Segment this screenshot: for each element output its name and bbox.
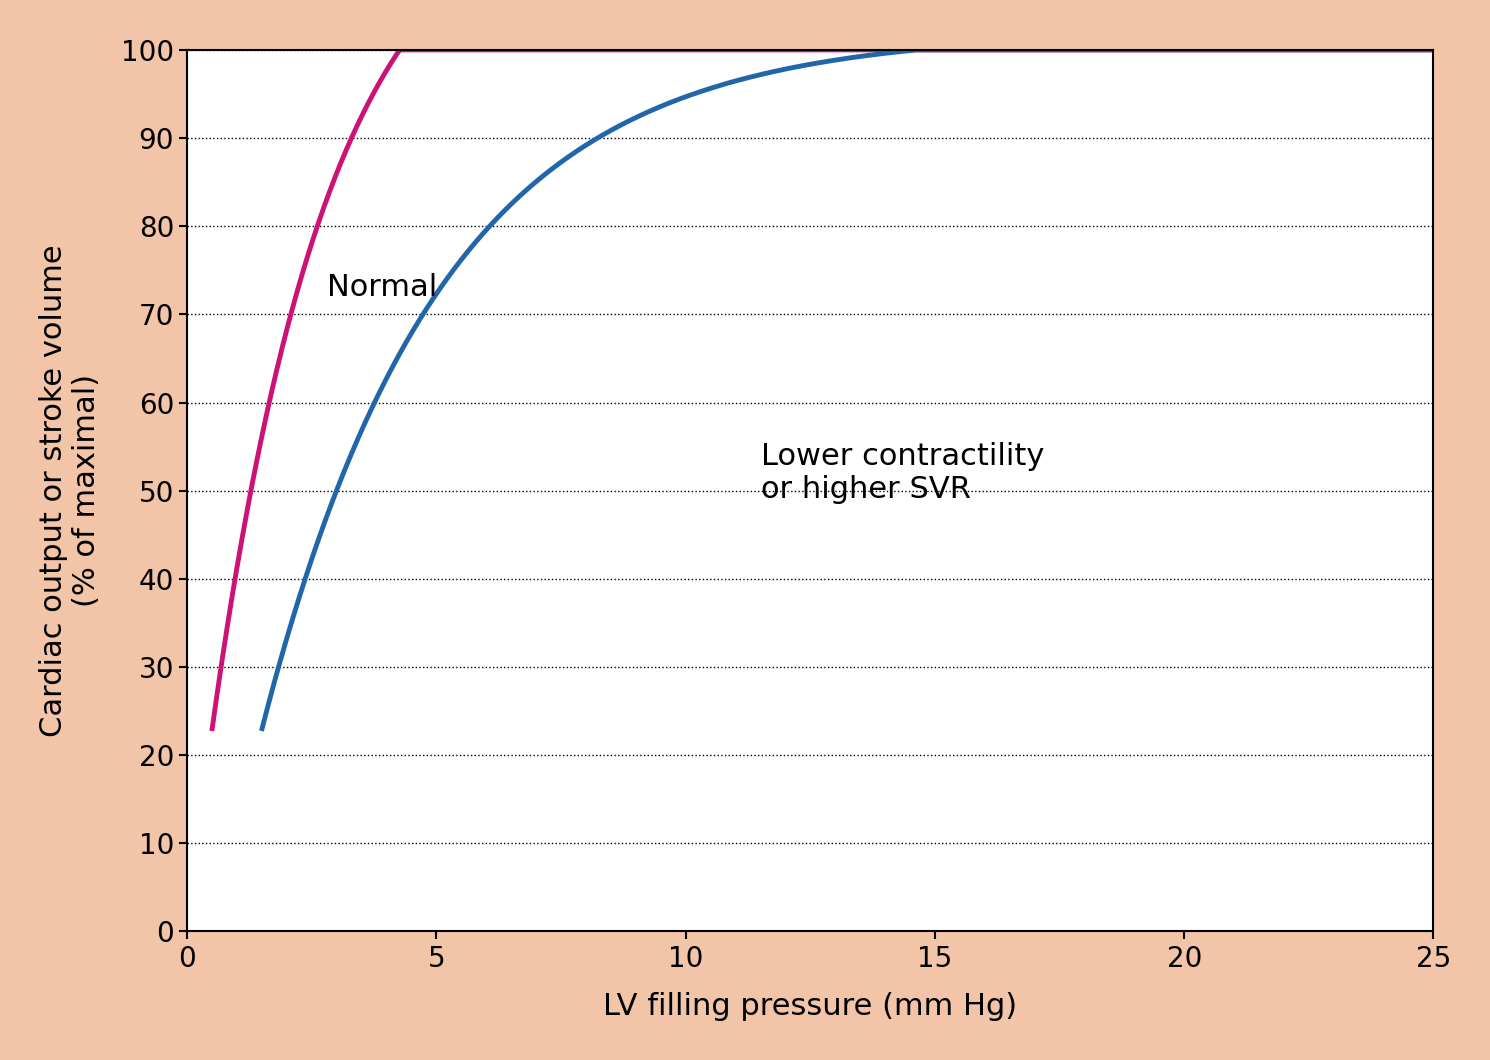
- Text: Lower contractility
or higher SVR: Lower contractility or higher SVR: [760, 442, 1044, 505]
- X-axis label: LV filling pressure (mm Hg): LV filling pressure (mm Hg): [603, 992, 1018, 1021]
- Text: Normal: Normal: [326, 273, 437, 302]
- Y-axis label: Cardiac output or stroke volume
(% of maximal): Cardiac output or stroke volume (% of ma…: [39, 245, 101, 737]
